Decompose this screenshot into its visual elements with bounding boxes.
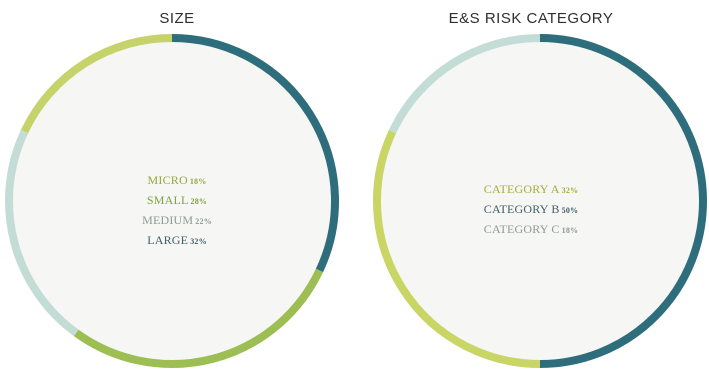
- size-label-micro-value: 18%: [189, 177, 207, 186]
- risk-slice-category-b: [539, 34, 707, 368]
- size-label-medium: MEDIUM 22%: [0, 211, 354, 231]
- risk-slice-category-a: [373, 129, 541, 368]
- size-chart-title: SIZE: [159, 10, 195, 27]
- risk-label-category-b: CATEGORY B 50%: [354, 200, 708, 220]
- size-label-large-name: LARGE: [147, 233, 189, 247]
- size-slice-small: [73, 268, 324, 368]
- size-donut-background: [9, 38, 335, 364]
- risk-label-category-a-value: 32%: [561, 186, 579, 195]
- risk-chart-title: E&S RISK CATEGORY: [448, 10, 614, 27]
- size-label-large-value: 32%: [190, 237, 207, 246]
- risk-label-category-c-value: 18%: [561, 226, 579, 235]
- size-donut-chart: [4, 34, 339, 368]
- risk-label-category-a-name: CATEGORY A: [483, 182, 560, 196]
- risk-slice-category-c: [388, 34, 541, 134]
- size-label-micro: MICRO 18%: [0, 171, 354, 191]
- size-label-large: LARGE 32%: [0, 231, 354, 251]
- size-label-medium-value: 22%: [195, 217, 212, 226]
- size-center-legend: MICRO 18% SMALL 28% MEDIUM 22% LARGE 32%: [0, 171, 354, 251]
- size-slice-medium: [4, 129, 79, 337]
- size-label-small-name: SMALL: [146, 193, 189, 207]
- risk-donut-chart: [373, 34, 707, 368]
- risk-donut-background: [377, 38, 703, 364]
- risk-chart: E&S RISK CATEGORY CATEGORY A 32% CATEGORY…: [354, 0, 708, 369]
- risk-label-category-c: CATEGORY C 18%: [354, 220, 708, 240]
- size-label-small-value: 28%: [190, 197, 208, 206]
- risk-label-category-b-value: 50%: [561, 206, 579, 215]
- risk-label-category-a: CATEGORY A 32%: [354, 180, 708, 200]
- risk-label-category-b-name: CATEGORY B: [483, 202, 560, 216]
- size-label-micro-name: MICRO: [147, 173, 188, 187]
- risk-center-legend: CATEGORY A 32% CATEGORY B 50% CATEGORY C 18…: [354, 180, 708, 240]
- size-chart: SIZE MICRO 18% SMALL 28% MEDIUM 22% LARGE 32…: [0, 0, 354, 369]
- size-label-small: SMALL 28%: [0, 191, 354, 211]
- size-slice-large: [171, 34, 339, 273]
- risk-label-category-c-name: CATEGORY C: [483, 222, 560, 236]
- size-slice-micro: [20, 34, 173, 134]
- size-label-medium-name: MEDIUM: [142, 213, 194, 227]
